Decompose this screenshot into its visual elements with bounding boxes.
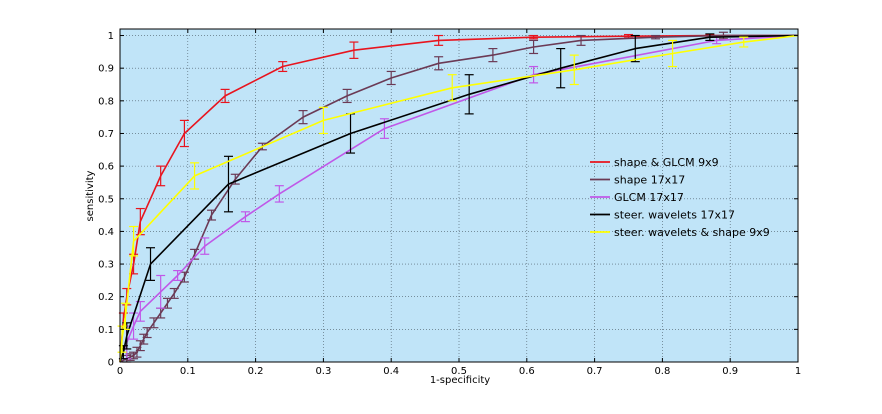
error-bar	[179, 119, 189, 148]
series-layer	[117, 31, 799, 363]
error-bar	[200, 237, 210, 255]
error-bar	[705, 33, 715, 42]
legend-label: steer. wavelets & shape 9x9	[614, 226, 770, 239]
legend-label: GLCM 17x17	[614, 191, 684, 204]
error-bar	[386, 70, 396, 86]
error-bar	[240, 211, 250, 223]
error-bar	[349, 41, 359, 59]
legend-item: steer. wavelets 17x17	[590, 209, 735, 222]
error-bar	[220, 88, 230, 104]
error-bar	[529, 39, 539, 55]
error-bar	[342, 88, 352, 104]
y-tick-label: 0.3	[98, 260, 114, 271]
error-bar	[569, 54, 579, 86]
x-tick-label: 0.4	[383, 366, 399, 377]
x-tick-label: 0.2	[248, 366, 264, 377]
error-bar	[173, 269, 183, 281]
error-bar	[129, 225, 139, 257]
x-tick-label: 0.3	[315, 366, 331, 377]
x-tick-label: 0.1	[180, 366, 196, 377]
error-bar	[651, 34, 661, 40]
y-tick-label: 0	[108, 358, 114, 369]
error-bar	[488, 47, 498, 63]
series-1	[119, 31, 798, 363]
legend-item: shape & GLCM 9x9	[590, 156, 719, 169]
error-bar	[630, 34, 640, 63]
error-bar	[169, 287, 179, 299]
error-bar	[434, 56, 444, 71]
error-bar	[668, 39, 678, 68]
legend-item: shape 17x17	[590, 174, 685, 187]
legend-label: shape & GLCM 9x9	[614, 156, 719, 169]
error-bar	[318, 106, 328, 135]
error-bar	[434, 34, 444, 46]
legend: shape & GLCM 9x9 shape 17x17 GLCM 17x17 ste…	[590, 156, 770, 239]
y-tick-label: 0.2	[98, 292, 114, 303]
ticks: 0 0.1 0.2 0.3 0.4 0.5 0.6 0.7 0.8 0.9 1 0 0.1 0.2 0.3 0…	[98, 29, 801, 377]
error-bar	[278, 61, 288, 73]
x-tick-label: 1	[795, 366, 801, 377]
y-tick-label: 1	[108, 31, 114, 42]
x-tick-label: 0.8	[654, 366, 670, 377]
y-tick-label: 0.6	[98, 162, 114, 173]
error-bar	[223, 155, 233, 213]
legend-label: shape 17x17	[614, 174, 685, 187]
plot-background	[120, 29, 798, 362]
y-tick-label: 0.8	[98, 96, 114, 107]
error-bar	[529, 34, 539, 40]
x-tick-label: 0.5	[451, 366, 467, 377]
legend-item: steer. wavelets & shape 9x9	[590, 226, 770, 239]
y-tick-label: 0.4	[98, 227, 114, 238]
series-4	[117, 34, 799, 363]
error-bar	[739, 36, 749, 48]
legend-item: GLCM 17x17	[590, 191, 684, 204]
legend-label: steer. wavelets 17x17	[614, 209, 735, 222]
error-bar	[274, 185, 284, 203]
y-tick-label: 0.7	[98, 129, 114, 140]
error-bar	[146, 247, 156, 281]
error-bar	[576, 34, 586, 46]
error-bar	[298, 110, 308, 125]
x-tick-label: 0.6	[519, 366, 535, 377]
error-bar	[207, 209, 217, 221]
y-axis-title: sensitivity	[85, 170, 96, 221]
y-tick-label: 0.5	[98, 194, 114, 205]
x-tick-label: 0	[117, 366, 123, 377]
error-bar	[230, 173, 240, 185]
error-bar	[156, 165, 166, 187]
y-tick-label: 0.1	[98, 325, 114, 336]
x-tick-label: 0.7	[587, 366, 603, 377]
error-bar	[529, 65, 539, 84]
x-tick-label: 0.9	[722, 366, 738, 377]
error-bar	[447, 74, 457, 102]
error-bar	[464, 74, 474, 115]
error-bar	[556, 47, 566, 89]
error-bar	[190, 162, 200, 190]
y-tick-label: 0.9	[98, 64, 114, 75]
error-bar	[156, 274, 166, 309]
series-3	[118, 33, 799, 363]
x-axis-title: 1-specificity	[430, 375, 490, 386]
